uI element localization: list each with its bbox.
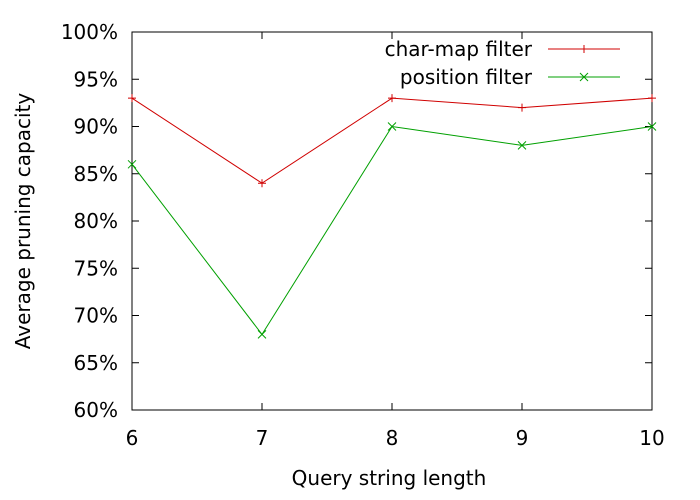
legend-marker-char-map-filter bbox=[580, 45, 588, 53]
data-point-position-filter bbox=[387, 122, 397, 131]
y-tick-label: 90% bbox=[74, 115, 118, 139]
x-tick-label: 7 bbox=[256, 426, 269, 450]
x-tick-label: 9 bbox=[516, 426, 529, 450]
plot-frame bbox=[131, 31, 653, 411]
x-tick-label: 6 bbox=[126, 426, 139, 450]
data-point-char-map-filter bbox=[258, 179, 266, 188]
legend: char-map filter position filter bbox=[385, 37, 620, 89]
y-tick-label: 70% bbox=[74, 304, 118, 328]
data-point-position-filter bbox=[647, 122, 657, 131]
series-layer bbox=[127, 94, 657, 339]
x-axis-ticks: 6 7 8 9 10 bbox=[126, 32, 665, 450]
x-tick-label: 8 bbox=[386, 426, 399, 450]
y-tick-label: 95% bbox=[74, 67, 118, 91]
data-point-char-map-filter bbox=[648, 94, 656, 103]
data-point-position-filter bbox=[257, 330, 267, 339]
legend-sample-position-filter bbox=[548, 72, 620, 82]
y-axis-ticks: 60% 65% 70% 75% 80% 85% 90% 95% 100% bbox=[61, 20, 652, 422]
data-point-position-filter bbox=[517, 141, 527, 150]
series-position-filter bbox=[127, 122, 657, 339]
y-tick-label: 85% bbox=[74, 162, 118, 186]
series-char-map-filter bbox=[128, 94, 656, 188]
legend-label-position-filter: position filter bbox=[400, 65, 533, 89]
data-point-char-map-filter bbox=[518, 103, 526, 112]
y-tick-label: 75% bbox=[74, 256, 118, 280]
data-point-char-map-filter bbox=[388, 94, 396, 103]
legend-sample-char-map-filter bbox=[548, 45, 620, 53]
legend-label-char-map-filter: char-map filter bbox=[385, 37, 533, 61]
legend-marker-position-filter bbox=[579, 72, 589, 82]
y-tick-label: 80% bbox=[74, 209, 118, 233]
series-line-char-map-filter bbox=[131, 97, 653, 184]
y-tick-label: 100% bbox=[61, 20, 118, 44]
y-tick-label: 65% bbox=[74, 351, 118, 375]
x-tick-label: 10 bbox=[639, 426, 664, 450]
y-axis-label: Average pruning capacity bbox=[11, 93, 35, 350]
data-point-position-filter bbox=[127, 159, 137, 169]
x-axis-label: Query string length bbox=[292, 466, 487, 490]
data-point-char-map-filter bbox=[128, 94, 136, 103]
series-line-position-filter bbox=[131, 125, 653, 336]
y-tick-label: 60% bbox=[74, 398, 118, 422]
